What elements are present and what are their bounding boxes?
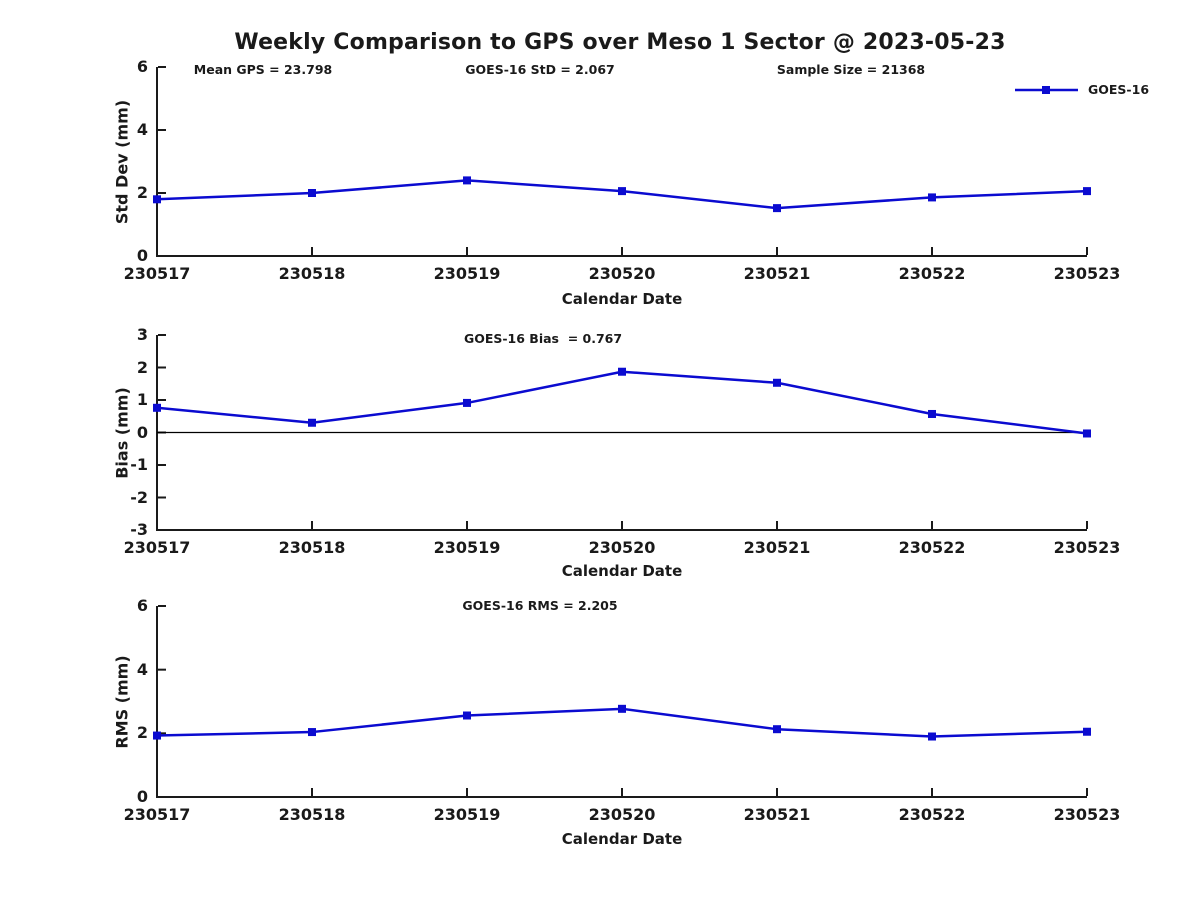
y-tick-label: 0 xyxy=(136,246,148,265)
data-marker xyxy=(928,409,936,418)
x-tick-label: 230518 xyxy=(278,805,346,824)
annotation-mean-gps: Mean GPS = 23.798 xyxy=(193,62,333,77)
data-marker xyxy=(618,187,626,196)
data-marker xyxy=(308,189,316,197)
data-marker xyxy=(463,711,471,720)
x-tick-label: 230520 xyxy=(588,264,656,283)
x-tick-label: 230521 xyxy=(743,805,811,824)
y-tick-label: 0 xyxy=(136,787,148,806)
x-tick-label: 230522 xyxy=(898,805,966,824)
data-marker xyxy=(618,704,626,713)
data-line xyxy=(156,707,1088,738)
x-tick-label: 230519 xyxy=(433,538,501,557)
data-marker xyxy=(773,725,781,734)
x-tick-label: 230517 xyxy=(123,805,191,824)
data-marker xyxy=(153,731,161,740)
y-axis-label-rms: RMS (mm) xyxy=(112,655,132,749)
annotation-goes16-std: GOES-16 StD = 2.067 xyxy=(465,62,615,77)
data-line xyxy=(156,370,1088,435)
y-tick-label: 2 xyxy=(136,357,148,377)
y-axis-label-bias: Bias (mm) xyxy=(112,387,132,479)
annotation-goes16-rms: GOES-16 RMS = 2.205 xyxy=(462,598,618,613)
x-axis-label-2: Calendar Date xyxy=(561,562,683,580)
annotation-sample-size: Sample Size = 21368 xyxy=(776,62,926,77)
x-tick-label: 230522 xyxy=(898,264,966,283)
x-tick-label: 230520 xyxy=(588,805,656,824)
data-marker xyxy=(773,378,781,387)
y-tick-label: 1 xyxy=(136,390,148,409)
x-axis-label-3: Calendar Date xyxy=(561,830,683,848)
data-marker xyxy=(618,367,626,376)
legend-label: GOES-16 xyxy=(1088,82,1150,97)
data-marker xyxy=(308,728,316,737)
x-tick-label: 230523 xyxy=(1053,264,1121,283)
x-tick-label: 230521 xyxy=(743,538,811,557)
y-tick-label: 6 xyxy=(136,596,148,615)
data-marker xyxy=(153,195,161,204)
data-marker xyxy=(928,193,936,202)
x-tick-label: 230518 xyxy=(278,264,346,283)
x-tick-label: 230518 xyxy=(278,538,346,557)
annotation-goes16-bias: GOES-16 Bias = 0.767 xyxy=(463,331,623,346)
x-tick-label: 230521 xyxy=(743,264,811,283)
data-marker xyxy=(1083,429,1091,438)
y-tick-label: 3 xyxy=(136,325,148,344)
y-tick-label: -2 xyxy=(130,487,148,507)
y-tick-label: 4 xyxy=(136,120,148,139)
x-tick-label: 230522 xyxy=(898,538,966,557)
data-marker xyxy=(1083,727,1091,736)
data-marker xyxy=(463,176,471,185)
x-tick-label: 230517 xyxy=(123,538,191,557)
data-marker xyxy=(773,204,781,213)
y-tick-label: 6 xyxy=(136,57,148,76)
x-tick-label: 230523 xyxy=(1053,805,1121,824)
data-marker xyxy=(308,418,316,427)
chart-title: Weekly Comparison to GPS over Meso 1 Sec… xyxy=(234,30,1006,55)
x-tick-label: 230523 xyxy=(1053,538,1121,557)
y-axis-label-stddev: Std Dev (mm) xyxy=(112,99,132,225)
x-axis-label-1: Calendar Date xyxy=(561,290,683,308)
legend-marker xyxy=(1042,85,1050,94)
data-marker xyxy=(153,403,161,412)
y-tick-label: 2 xyxy=(136,723,148,743)
y-tick-label: 4 xyxy=(136,659,148,679)
y-tick-label: -3 xyxy=(130,520,148,539)
legend: GOES-16 xyxy=(1014,82,1149,97)
x-tick-label: 230519 xyxy=(433,264,501,283)
x-tick-label: 230520 xyxy=(588,538,656,557)
y-tick-label: -1 xyxy=(130,455,148,474)
data-marker xyxy=(928,732,936,741)
x-tick-label: 230519 xyxy=(433,805,501,824)
legend-sample xyxy=(1015,85,1078,94)
x-tick-label: 230517 xyxy=(123,264,191,283)
y-tick-label: 2 xyxy=(136,183,148,202)
data-marker xyxy=(1083,187,1091,196)
data-marker xyxy=(463,398,471,407)
y-tick-label: 0 xyxy=(136,422,148,442)
